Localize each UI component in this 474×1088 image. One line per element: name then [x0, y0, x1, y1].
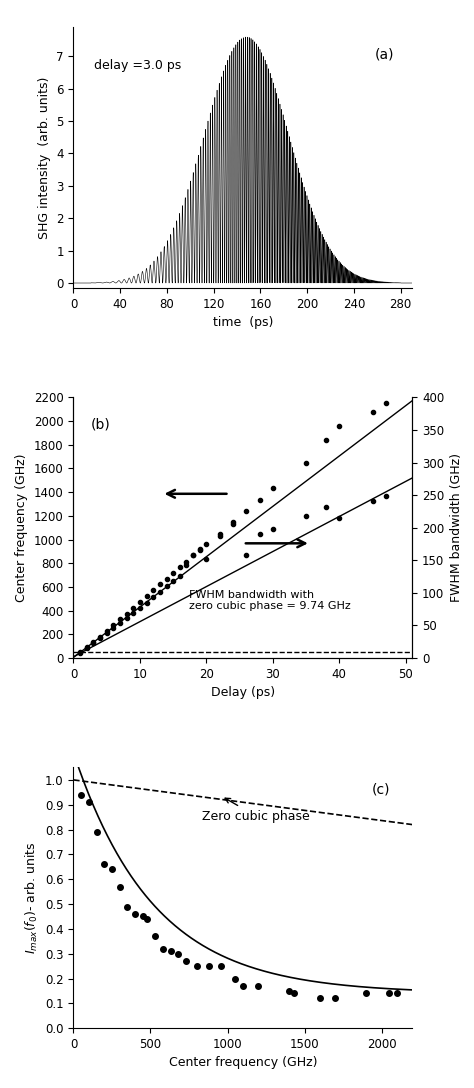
Point	[316, 990, 324, 1007]
Point	[100, 855, 108, 873]
Text: (c): (c)	[372, 782, 390, 796]
Point	[144, 911, 151, 928]
Point	[205, 957, 213, 975]
Text: Zero cubic phase: Zero cubic phase	[202, 799, 310, 823]
Point	[139, 907, 146, 925]
Point	[131, 905, 139, 923]
Point	[218, 957, 225, 975]
Text: (b): (b)	[91, 418, 110, 432]
Point	[85, 793, 92, 811]
Point	[167, 942, 174, 960]
Point	[116, 878, 123, 895]
Text: (a): (a)	[375, 48, 394, 62]
Point	[231, 969, 239, 987]
Point	[393, 985, 401, 1002]
Text: delay =3.0 ps: delay =3.0 ps	[94, 59, 181, 72]
Point	[332, 990, 339, 1007]
Point	[193, 957, 201, 975]
Point	[159, 940, 167, 957]
Point	[255, 977, 262, 994]
Point	[77, 787, 85, 804]
Point	[362, 985, 370, 1002]
Point	[108, 861, 116, 878]
Point	[285, 982, 293, 1000]
Point	[151, 928, 159, 945]
Point	[182, 952, 190, 969]
Y-axis label: FWHM bandwidth (GHz): FWHM bandwidth (GHz)	[450, 454, 463, 602]
Point	[290, 985, 298, 1002]
X-axis label: Delay (ps): Delay (ps)	[211, 687, 275, 700]
Text: FWHM bandwidth with
zero cubic phase = 9.74 GHz: FWHM bandwidth with zero cubic phase = 9…	[189, 590, 350, 611]
Point	[124, 898, 131, 915]
Point	[174, 945, 182, 963]
Point	[93, 824, 100, 841]
X-axis label: Center frequency (GHz): Center frequency (GHz)	[169, 1056, 317, 1070]
Point	[385, 985, 393, 1002]
Y-axis label: SHG intensity  (arb. units): SHG intensity (arb. units)	[38, 76, 51, 238]
Y-axis label: Center frequency (GHz): Center frequency (GHz)	[16, 454, 28, 602]
Point	[239, 977, 246, 994]
X-axis label: time  (ps): time (ps)	[213, 317, 273, 330]
Y-axis label: $I_{max}(f_0)$- arb. units: $I_{max}(f_0)$- arb. units	[24, 842, 39, 954]
